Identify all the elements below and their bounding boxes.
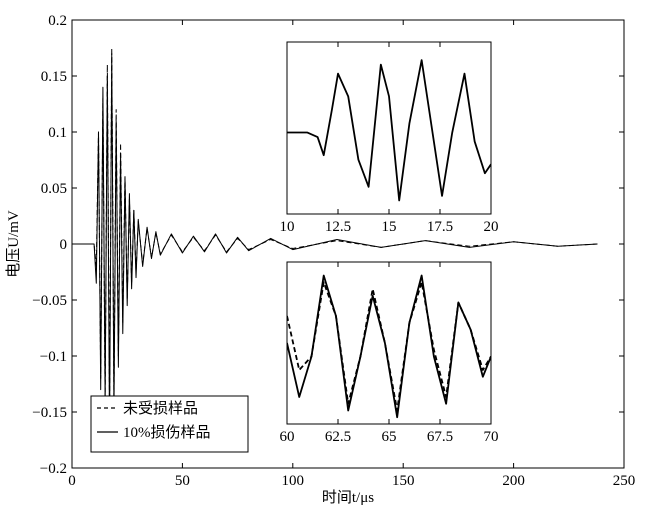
main-ytick-label: 0.1 <box>48 125 67 141</box>
inset-top-xtick-label: 17.5 <box>427 219 453 235</box>
inset-top-series-damaged-line <box>287 59 491 202</box>
inset-top-xtick-label: 12.5 <box>325 219 351 235</box>
main-series-damaged-line <box>72 53 598 435</box>
inset-bottom-xtick-label: 67.5 <box>427 429 453 445</box>
legend-box <box>90 395 249 453</box>
inset-top-series-group <box>287 59 491 202</box>
inset-top-xtick-label: 20 <box>484 219 499 235</box>
main-xtick-label: 50 <box>175 473 190 489</box>
inset-bottom-series-group <box>287 274 491 419</box>
main-ytick-label: 0.2 <box>48 13 67 29</box>
main-xtick-label: 150 <box>392 473 415 489</box>
legend: 未受损样品 10%损伤样品 <box>90 395 249 453</box>
main-series-group <box>72 47 598 435</box>
inset-bottom-plot: 60 62.5 65 67.5 70 <box>280 261 499 445</box>
main-ytick-label: 0.05 <box>41 181 67 197</box>
inset-top-xtick-label: 15 <box>382 219 397 235</box>
inset-top-plot: 10 12.5 15 17.5 20 <box>280 41 499 235</box>
inset-bottom-xtick-label: 65 <box>382 429 397 445</box>
main-xtick-label: 250 <box>613 473 636 489</box>
inset-bottom-series-damaged-line <box>287 274 491 419</box>
main-xtick-label: 100 <box>282 473 305 489</box>
inset-bottom-xtick-label: 70 <box>484 429 499 445</box>
main-xtick-label: 200 <box>502 473 525 489</box>
main-ytick-label: −0.05 <box>32 293 67 309</box>
x-axis-label: 时间t/μs <box>322 489 374 506</box>
main-ytick-label: −0.1 <box>40 349 67 365</box>
legend-label-undamaged: 未受损样品 <box>123 400 198 417</box>
inset-bottom-xtick-label: 62.5 <box>325 429 351 445</box>
inset-top-background <box>287 42 491 214</box>
inset-bottom-background <box>287 262 491 424</box>
inset-top-xtick-label: 10 <box>280 219 295 235</box>
main-plot: 0 50 100 150 200 250 −0.2 −0.15 −0.1 −0.05 0 0.05 0.… <box>5 13 635 506</box>
main-ytick-label: −0.2 <box>40 461 67 477</box>
main-xtick-label: 0 <box>68 473 76 489</box>
y-axis-label: 电压U/mV <box>5 210 22 278</box>
main-ytick-label: 0.15 <box>41 69 67 85</box>
inset-bottom-xtick-label: 60 <box>280 429 295 445</box>
legend-label-damaged: 10%损伤样品 <box>123 424 211 441</box>
main-ytick-label: 0 <box>60 237 68 253</box>
main-ytick-label: −0.15 <box>32 405 67 421</box>
